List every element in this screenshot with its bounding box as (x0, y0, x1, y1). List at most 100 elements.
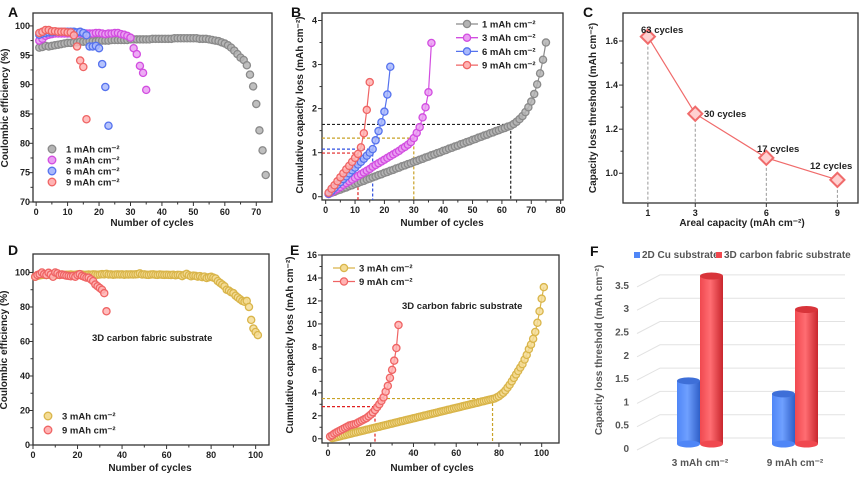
x-tick-label: 20 (94, 207, 104, 217)
panel-label: E (290, 242, 299, 258)
plot-frame (32, 12, 273, 203)
x-axis-label: Number of cycles (110, 218, 194, 229)
data-point (383, 381, 393, 391)
x-axis-label: Number of cycles (390, 463, 474, 474)
panel-e: E 0 20 40 60 80 100 0 2 4 6 8 10 12 14 16 Number of cycl… (285, 242, 560, 474)
data-point (415, 122, 424, 132)
y-tick-label: 0 (312, 434, 317, 444)
y-tick-label: 16 (307, 250, 317, 260)
x-tick-label: 80 (556, 205, 566, 215)
data-point (537, 294, 546, 303)
x-tick-label: 50 (188, 207, 198, 217)
plot-frame (32, 253, 270, 446)
data-point (535, 307, 544, 316)
y-tick-label: 14 (307, 273, 317, 283)
data-point (385, 373, 395, 383)
legend-marker (339, 277, 349, 286)
plot-frame (622, 12, 859, 204)
legend-label: 3 mAh cm⁻² (359, 264, 413, 275)
bar-base (677, 440, 700, 448)
x-tick-label: 40 (157, 207, 167, 217)
data-point (757, 149, 775, 167)
data-point (539, 282, 549, 292)
data-point (126, 33, 135, 42)
data-point (104, 121, 113, 130)
y-tick-label: 8 (312, 342, 317, 352)
legend-marker (339, 263, 349, 273)
y-tick-label: 100 (15, 21, 30, 31)
x-tick-label: 0 (323, 205, 328, 215)
plot-frame (321, 254, 560, 444)
data-point (371, 136, 380, 145)
data-point (82, 31, 91, 40)
x-tick-label: 10 (350, 205, 360, 215)
legend-marker (462, 33, 472, 42)
data-point (141, 85, 151, 95)
data-point (541, 38, 551, 47)
legend-item: 6 mAh cm⁻² (47, 166, 120, 178)
y-tick-label: 0 (623, 444, 629, 455)
x-axis-label: Areal capacity (mAh cm⁻²) (679, 218, 804, 229)
legend-item: 9 mAh cm⁻² (456, 61, 536, 72)
bar-3d-carbon (700, 275, 723, 444)
point-annotation: 17 cycles (757, 144, 799, 155)
data-point (97, 59, 107, 69)
legend-label: 1 mAh cm⁻² (66, 145, 120, 156)
y-tick-label: 1.2 (605, 124, 618, 134)
data-point (255, 126, 264, 135)
x-tick-label: 60 (162, 450, 172, 460)
data-point (394, 320, 403, 330)
data-point (380, 107, 389, 116)
y-tick-label: 2 (312, 411, 317, 421)
panel-d: D 0 20 40 60 80 100 0 20 40 60 80 100 Number of cycle… (0, 242, 270, 474)
data-point (79, 62, 88, 72)
x-tick-label: 30 (409, 205, 419, 215)
bar-top (795, 306, 818, 314)
y-axis-label: Cumulative capacity loss (mAh cm⁻²) (295, 17, 306, 194)
data-point (532, 80, 542, 89)
point-annotation: 63 cycles (641, 25, 683, 36)
legend-marker (47, 166, 57, 176)
y-tick-label: 3 (623, 304, 629, 315)
legend-label: 9 mAh cm⁻² (62, 426, 116, 437)
x-tick-label: 10 (63, 207, 73, 217)
data-point (253, 330, 263, 340)
y-tick-label: 1.5 (615, 374, 629, 385)
legend-item: 1 mAh cm⁻² (47, 145, 120, 156)
data-point (246, 315, 256, 325)
y-tick-label: 1.0 (605, 168, 618, 178)
legend-marker (43, 411, 53, 421)
x-tick-label: 80 (494, 448, 504, 458)
legend-item: 3 mAh cm⁻² (43, 411, 116, 423)
panel-c: C 1 3 6 9 1.0 1.2 1.4 1.6 Areal capacity (mAh cm⁻… (583, 4, 859, 229)
x-tick-label: 20 (366, 448, 376, 458)
y-tick-label: 1.6 (605, 36, 618, 46)
legend-marker (43, 425, 53, 435)
legend-marker (462, 60, 472, 70)
bar-top (677, 377, 700, 385)
x-tick-label: 60 (497, 205, 507, 215)
data-point (418, 113, 427, 122)
data-point (138, 68, 148, 78)
data-point (258, 146, 267, 155)
data-point (538, 55, 548, 64)
x-tick-label: 6 (764, 208, 769, 218)
y-tick-label: 85 (20, 109, 30, 119)
data-point (392, 343, 401, 353)
x-tick-label: 70 (251, 207, 261, 217)
x-tick-label: 70 (526, 205, 536, 215)
x-tick-label: 40 (408, 448, 418, 458)
y-tick-label: 0 (25, 440, 30, 450)
data-point (527, 97, 536, 106)
y-tick-label: 70 (20, 197, 30, 207)
x-tick-label: 60 (220, 207, 230, 217)
y-tick-label: 90 (20, 80, 30, 90)
legend-label: 1 mAh cm⁻² (482, 20, 536, 31)
legend-marker (47, 155, 57, 165)
x-tick-label: 50 (468, 205, 478, 215)
x-tick-label: 1 (645, 208, 650, 218)
data-point (529, 89, 539, 99)
legend-item: 3 mAh cm⁻² (333, 264, 413, 275)
data-point (82, 114, 91, 124)
